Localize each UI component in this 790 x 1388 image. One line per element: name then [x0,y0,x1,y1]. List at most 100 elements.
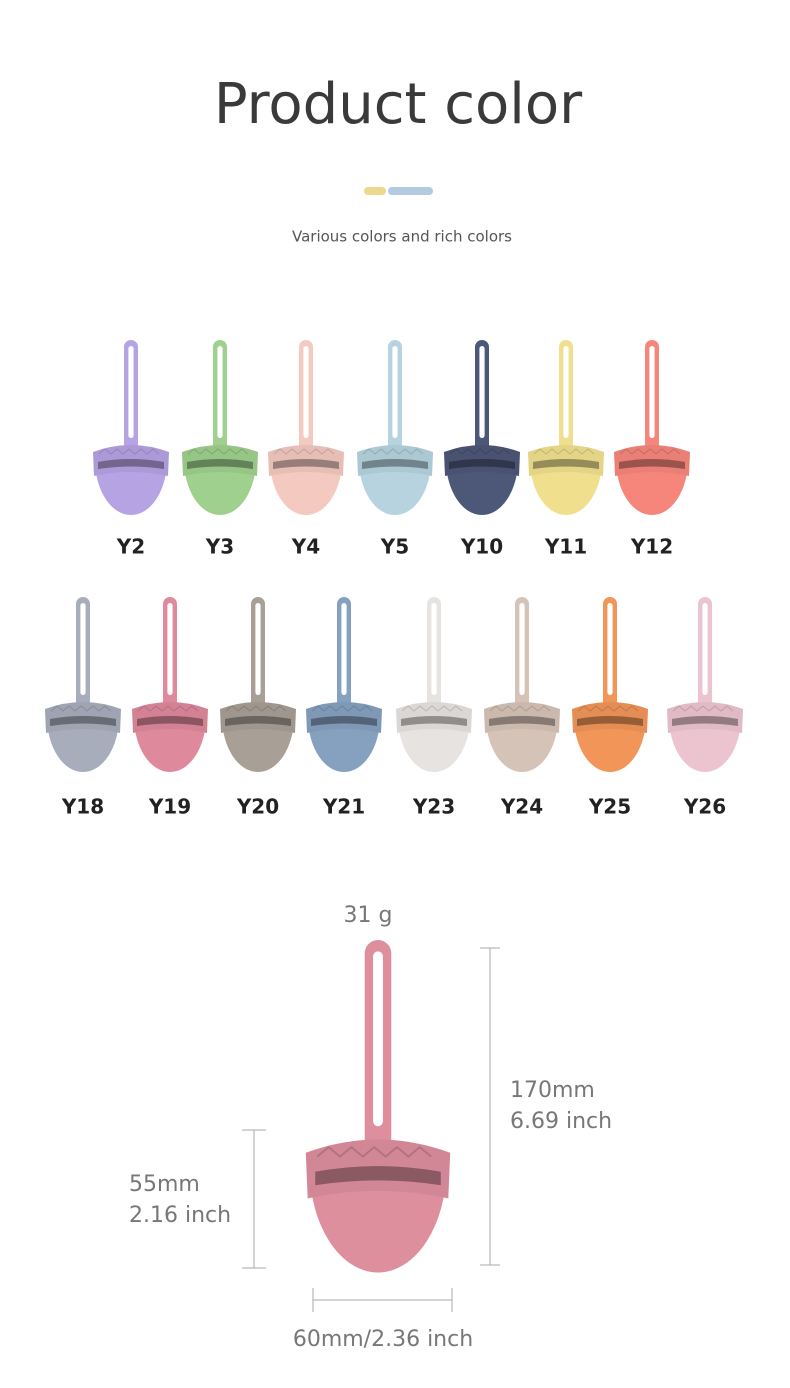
color-label: Y25 [588,795,631,819]
mouth [273,459,339,469]
color-label: Y20 [236,795,279,819]
holder [357,340,433,515]
mouth-tint [577,716,643,726]
strap-slot [649,346,655,438]
holder [220,597,296,772]
strap-slot [373,951,383,1127]
holder [667,597,743,772]
holder [93,340,169,515]
mouth [311,716,377,726]
depth-mm: 55mm [129,1172,200,1197]
strap-slot [519,603,525,695]
strap-slot [341,603,347,695]
mouth [315,1166,441,1186]
zigzag [449,448,511,455]
zigzag [672,705,734,712]
mouth-tint [225,716,291,726]
color-label: Y23 [412,795,455,819]
title: Product color [214,72,583,137]
zigzag [187,448,249,455]
bowl [669,717,741,772]
mouth-tint [401,716,467,726]
mouth [672,716,738,726]
zigzag [50,705,112,712]
holder [572,597,648,772]
mouth-tint [672,716,738,726]
mouth [187,459,253,469]
zigzag [619,448,681,455]
mouth-tint [187,459,253,469]
strap-slot [167,603,173,695]
mouth [577,716,643,726]
color-label: Y12 [630,535,673,559]
zigzag [316,1145,432,1158]
zigzag [225,705,287,712]
strap-slot [392,346,398,438]
mouth [98,459,164,469]
mouth-tint [311,716,377,726]
strap-slot [563,346,569,438]
holder [182,340,258,515]
zigzag [533,448,595,455]
color-label: Y19 [148,795,191,819]
holder [444,340,520,515]
holder [305,940,451,1273]
holder [528,340,604,515]
strap-slot [607,603,613,695]
color-label: Y5 [380,535,409,559]
color-label: Y26 [683,795,726,819]
bowl [530,460,602,515]
holder [268,340,344,515]
zigzag [311,705,373,712]
bowl [574,717,646,772]
holder [396,597,472,772]
mouth-tint [50,716,116,726]
bowl [47,717,119,772]
bowl [359,460,431,515]
zigzag [273,448,335,455]
strap-slot [431,603,437,695]
mouth-tint [533,459,599,469]
mouth-tint [273,459,339,469]
zigzag [362,448,424,455]
bowl [184,460,256,515]
mouth-tint [315,1166,441,1186]
width-text: 60mm/2.36 inch [293,1327,473,1352]
zigzag [98,448,160,455]
bowl [270,460,342,515]
bowl [446,460,518,515]
bowl [95,460,167,515]
zigzag [489,705,551,712]
mouth-tint [489,716,555,726]
color-label: Y3 [205,535,234,559]
bowl [309,1168,447,1273]
mouth-tint [449,459,515,469]
color-label: Y10 [460,535,503,559]
mouth [533,459,599,469]
mouth [362,459,428,469]
holder [306,597,382,772]
bowl [134,717,206,772]
mouth [225,716,291,726]
color-label: Y21 [322,795,365,819]
strap-slot [702,603,708,695]
color-label: Y24 [500,795,543,819]
strap-slot [80,603,86,695]
weight: 31 g [344,903,393,928]
holder [484,597,560,772]
strap-slot [303,346,309,438]
holder [45,597,121,772]
zigzag [137,705,199,712]
accent-yellow [364,187,386,195]
height-mm: 170mm [510,1078,595,1103]
mouth [449,459,515,469]
bowl [486,717,558,772]
subtitle: Various colors and rich colors [292,228,512,246]
bowl [222,717,294,772]
bowl [308,717,380,772]
color-label: Y11 [544,535,587,559]
strap-slot [255,603,261,695]
zigzag [577,705,639,712]
mouth-tint [137,716,203,726]
color-label: Y18 [61,795,104,819]
